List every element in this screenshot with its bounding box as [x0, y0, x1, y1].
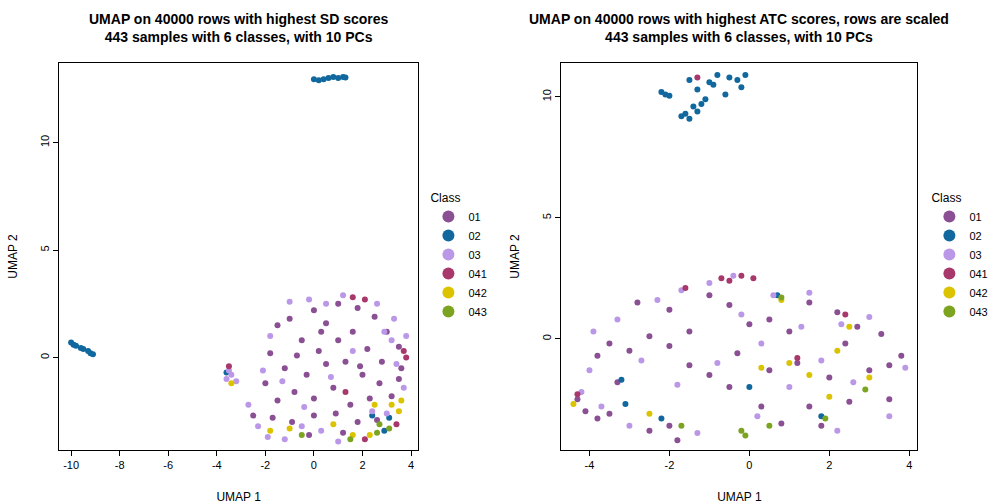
svg-text:UMAP 1: UMAP 1 [717, 490, 762, 504]
svg-text:043: 043 [468, 306, 486, 318]
svg-text:10: 10 [541, 89, 553, 101]
svg-text:-6: -6 [163, 459, 173, 471]
svg-text:2: 2 [826, 459, 832, 471]
svg-text:0: 0 [39, 353, 51, 359]
svg-text:2: 2 [359, 459, 365, 471]
svg-text:UMAP 1: UMAP 1 [216, 490, 261, 504]
svg-text:-2: -2 [665, 459, 675, 471]
svg-text:0: 0 [311, 459, 317, 471]
svg-text:Class: Class [430, 191, 460, 205]
svg-text:5: 5 [39, 245, 51, 251]
svg-text:03: 03 [969, 249, 981, 261]
svg-text:0: 0 [746, 459, 752, 471]
svg-text:0: 0 [541, 334, 553, 340]
svg-text:041: 041 [969, 268, 987, 280]
svg-text:-2: -2 [260, 459, 270, 471]
svg-text:041: 041 [468, 268, 486, 280]
svg-text:UMAP 2: UMAP 2 [508, 234, 522, 279]
svg-text:043: 043 [969, 306, 987, 318]
svg-text:-8: -8 [115, 459, 125, 471]
svg-text:4: 4 [906, 459, 912, 471]
svg-text:-4: -4 [585, 459, 595, 471]
svg-text:10: 10 [39, 135, 51, 147]
svg-text:042: 042 [468, 287, 486, 299]
svg-text:02: 02 [969, 230, 981, 242]
svg-text:Class: Class [931, 191, 961, 205]
svg-text:01: 01 [468, 211, 480, 223]
svg-text:01: 01 [969, 211, 981, 223]
svg-text:5: 5 [541, 213, 553, 219]
svg-text:-4: -4 [212, 459, 222, 471]
svg-text:-10: -10 [63, 459, 79, 471]
svg-text:042: 042 [969, 287, 987, 299]
svg-text:UMAP on 40000 rows with highes: UMAP on 40000 rows with highest ATC scor… [529, 11, 949, 45]
svg-text:4: 4 [408, 459, 414, 471]
svg-text:UMAP on 40000 rows with highes: UMAP on 40000 rows with highest SD score… [89, 11, 388, 45]
svg-text:02: 02 [468, 230, 480, 242]
svg-text:03: 03 [468, 249, 480, 261]
svg-text:UMAP 2: UMAP 2 [6, 234, 20, 279]
